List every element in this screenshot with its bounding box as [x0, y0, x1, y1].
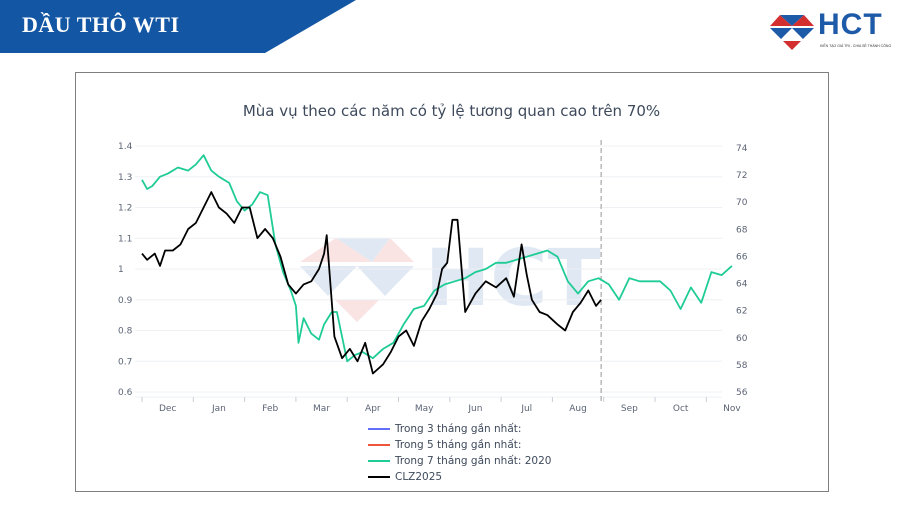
legend-swatch	[368, 460, 390, 462]
x-tick-label: Jun	[467, 404, 482, 414]
y-left-tick: 1.4	[118, 142, 133, 152]
y-left-tick: 1	[118, 265, 124, 275]
legend-item-3-months[interactable]: Trong 3 tháng gần nhất:	[368, 421, 551, 437]
legend-label: Trong 3 tháng gần nhất:	[395, 423, 522, 435]
x-tick-label: Aug	[569, 404, 587, 414]
chart-legend: Trong 3 tháng gần nhất: Trong 5 tháng gầ…	[368, 421, 551, 485]
y-left-tick: 1.3	[118, 173, 132, 183]
legend-swatch	[368, 476, 390, 478]
legend-swatch	[368, 444, 390, 446]
y-left-tick: 1.1	[118, 234, 132, 244]
watermark-logo: HCT	[300, 234, 601, 324]
y-right-tick: 72	[736, 171, 747, 181]
y-right-tick: 62	[736, 307, 747, 317]
legend-label: CLZ2025	[395, 471, 443, 483]
legend-item-clz2025[interactable]: CLZ2025	[368, 469, 551, 485]
y-right-tick: 56	[736, 388, 748, 398]
legend-label: Trong 7 tháng gần nhất: 2020	[395, 455, 552, 467]
legend-item-5-months[interactable]: Trong 5 tháng gần nhất:	[368, 437, 551, 453]
banner-shape	[0, 0, 356, 53]
x-tick-label: Mar	[313, 404, 330, 414]
diamond-logo-icon	[770, 15, 814, 50]
y-left-tick: 1.2	[118, 204, 132, 214]
x-tick-label: Oct	[673, 404, 689, 414]
y-left-tick: 0.9	[118, 296, 133, 306]
hct-logo: HCT KIẾN TẠO GIÁ TRỊ - CHIA SẺ THÀNH CÔN…	[768, 8, 898, 52]
legend-item-7-months[interactable]: Trong 7 tháng gần nhất: 2020	[368, 453, 551, 469]
x-tick-label: Jul	[520, 404, 532, 414]
series-line	[141, 191, 602, 375]
legend-label: Trong 5 tháng gần nhất:	[395, 439, 522, 451]
y-left-tick: 0.8	[118, 327, 133, 337]
y-right-tick: 66	[736, 252, 748, 262]
y-right-tick: 74	[736, 144, 748, 154]
x-tick-label: Nov	[723, 404, 741, 414]
chart-title: Mùa vụ theo các năm có tỷ lệ tương quan …	[242, 102, 661, 120]
page-title: DẦU THÔ WTI	[22, 12, 180, 37]
header-banner: DẦU THÔ WTI	[0, 0, 360, 53]
logo-tagline: KIẾN TẠO GIÁ TRỊ - CHIA SẺ THÀNH CÔNG	[820, 44, 892, 48]
x-tick-label: Dec	[159, 404, 176, 414]
x-tick-label: Feb	[262, 404, 278, 414]
x-tick-label: May	[415, 404, 434, 414]
y-right-tick: 58	[736, 361, 748, 371]
logo-text: HCT	[818, 8, 883, 41]
series-line	[141, 154, 733, 363]
x-tick-label: Jan	[211, 404, 226, 414]
x-tick-label: Sep	[621, 404, 638, 414]
y-left-tick: 0.6	[118, 388, 133, 398]
y-right-tick: 64	[736, 280, 748, 290]
svg-text:HCT: HCT	[425, 234, 601, 324]
y-right-tick: 60	[736, 334, 748, 344]
y-right-tick: 70	[736, 198, 748, 208]
legend-swatch	[368, 428, 390, 430]
x-tick-label: Apr	[365, 404, 381, 414]
y-right-tick: 68	[736, 225, 748, 235]
y-left-tick: 0.7	[118, 357, 132, 367]
